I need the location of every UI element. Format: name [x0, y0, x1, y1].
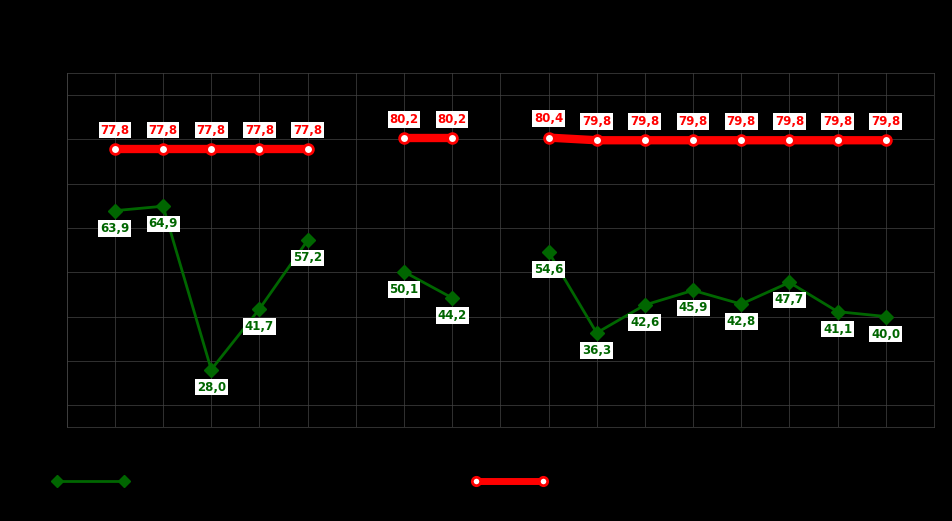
Text: 54,6: 54,6: [533, 263, 563, 276]
Text: 42,8: 42,8: [725, 315, 755, 328]
Text: 79,8: 79,8: [823, 115, 851, 128]
Text: 45,9: 45,9: [678, 302, 707, 315]
Text: 77,8: 77,8: [149, 123, 177, 137]
Text: 44,2: 44,2: [437, 309, 466, 322]
Text: 79,8: 79,8: [629, 115, 659, 128]
Text: 41,1: 41,1: [823, 322, 851, 336]
Text: 80,4: 80,4: [533, 112, 563, 125]
Text: 77,8: 77,8: [196, 123, 226, 137]
Text: 63,9: 63,9: [100, 222, 129, 235]
Text: 50,1: 50,1: [389, 283, 418, 296]
Text: 28,0: 28,0: [196, 381, 226, 394]
Text: 77,8: 77,8: [100, 123, 129, 137]
Text: 80,2: 80,2: [437, 113, 466, 126]
Text: 57,2: 57,2: [292, 252, 322, 265]
Text: 79,8: 79,8: [774, 115, 803, 128]
Text: 79,8: 79,8: [870, 115, 900, 128]
Text: 77,8: 77,8: [292, 123, 322, 137]
Text: 64,9: 64,9: [149, 217, 178, 230]
Text: 77,8: 77,8: [245, 123, 274, 137]
Text: 40,0: 40,0: [870, 328, 900, 341]
Text: 36,3: 36,3: [582, 344, 610, 357]
Text: 79,8: 79,8: [678, 115, 707, 128]
Text: 41,7: 41,7: [245, 320, 274, 333]
Text: 79,8: 79,8: [582, 115, 610, 128]
Text: 42,6: 42,6: [629, 316, 659, 329]
Text: 47,7: 47,7: [774, 293, 803, 306]
Text: 80,2: 80,2: [389, 113, 418, 126]
Text: 79,8: 79,8: [725, 115, 755, 128]
